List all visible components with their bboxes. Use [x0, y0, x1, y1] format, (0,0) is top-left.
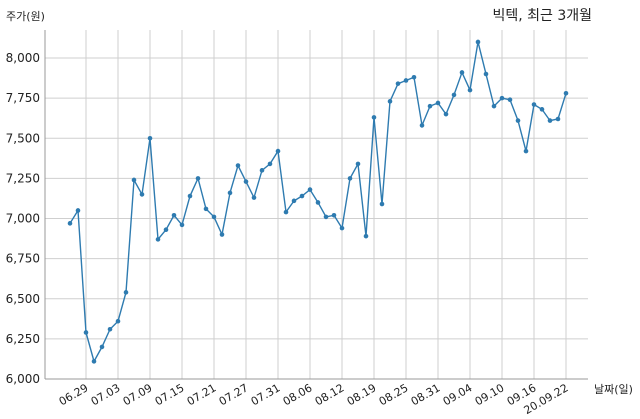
data-point [475, 39, 481, 45]
data-point [115, 318, 121, 324]
y-tick-label: 7,500 [6, 131, 40, 145]
y-axis-title: 주가(원) [6, 10, 45, 23]
x-tick-label: 07.31 [249, 381, 283, 408]
data-point [547, 118, 553, 123]
x-tick-label: 08.25 [377, 381, 411, 408]
data-point [403, 78, 409, 83]
y-tick-label: 6,250 [6, 332, 40, 346]
data-point [515, 118, 521, 123]
chart-title: 빅텍, 최근 3개월 [492, 8, 592, 24]
x-tick-label: 07.27 [217, 381, 251, 408]
data-point [99, 344, 105, 350]
data-point [531, 102, 537, 107]
data-point [555, 116, 561, 122]
data-point [523, 148, 529, 154]
data-point [227, 190, 233, 196]
x-tick-label: 08.31 [409, 381, 443, 408]
data-point [451, 92, 457, 98]
x-tick-label: 09.04 [441, 381, 475, 408]
data-point [83, 330, 89, 335]
data-point [339, 225, 345, 231]
data-point [419, 123, 425, 128]
data-point [299, 193, 305, 199]
data-point [275, 148, 281, 154]
x-tick-label: 07.03 [89, 381, 123, 408]
data-point [123, 290, 129, 295]
data-point [467, 87, 473, 93]
data-point [563, 91, 569, 96]
y-tick-label: 7,750 [6, 91, 40, 105]
data-point [371, 115, 377, 120]
data-point [379, 201, 385, 207]
x-tick-label: 09.10 [473, 381, 507, 408]
data-point [251, 195, 257, 200]
data-point [363, 233, 369, 239]
grid [44, 30, 588, 380]
data-point [459, 70, 465, 75]
data-point [163, 227, 169, 233]
data-point [171, 212, 177, 218]
x-tick-labels: 06.2907.0307.0907.1507.2107.2707.3108.06… [57, 381, 571, 417]
y-tick-label: 8,000 [6, 51, 40, 65]
data-point [203, 206, 209, 212]
data-point [435, 100, 441, 106]
x-tick-label: 07.09 [121, 381, 155, 408]
x-tick-label: 08.19 [345, 381, 379, 408]
data-point [307, 187, 313, 192]
data-point [259, 168, 265, 173]
data-point [211, 214, 217, 220]
x-axis-title: 날짜(일) [594, 382, 633, 396]
data-point [219, 232, 225, 237]
data-point [355, 161, 361, 167]
data-point [499, 95, 505, 101]
data-point [187, 193, 193, 199]
data-point [507, 97, 513, 103]
data-point [243, 179, 249, 184]
data-point [331, 212, 337, 218]
data-point [315, 200, 321, 205]
data-point [147, 135, 153, 141]
y-tick-label: 6,500 [6, 292, 40, 306]
y-tick-label: 6,000 [6, 372, 40, 386]
data-point [91, 359, 97, 364]
data-point [131, 177, 137, 183]
y-tick-label: 6,750 [6, 252, 40, 266]
data-point [107, 326, 113, 332]
y-tick-labels: 6,000 6,250 6,500 6,750 7,000 7,250 7,500 7,750… [6, 51, 40, 386]
data-point [195, 176, 201, 181]
data-point [395, 81, 401, 86]
x-tick-label: 06.29 [57, 381, 91, 408]
data-point [427, 103, 433, 109]
data-point [483, 71, 489, 77]
x-tick-label: 08.06 [281, 381, 315, 408]
data-point [387, 99, 393, 104]
data-point [411, 74, 417, 80]
data-point [491, 103, 497, 109]
data-point [179, 222, 185, 228]
data-point [347, 176, 353, 181]
y-tick-label: 7,000 [6, 212, 40, 226]
data-point [235, 163, 241, 168]
data-point [67, 221, 73, 226]
data-point [291, 198, 297, 204]
data-point [267, 161, 273, 167]
data-point [139, 192, 145, 197]
x-tick-label: 07.21 [185, 381, 219, 408]
data-point [443, 111, 449, 117]
data-point [283, 209, 289, 215]
y-tick-label: 7,250 [6, 171, 40, 185]
price-points [67, 39, 569, 364]
x-tick-label: 08.12 [313, 381, 347, 408]
data-point [155, 237, 161, 242]
data-point [75, 208, 81, 213]
data-point [539, 107, 545, 112]
x-tick-label: 07.15 [153, 381, 187, 408]
data-point [323, 214, 329, 220]
